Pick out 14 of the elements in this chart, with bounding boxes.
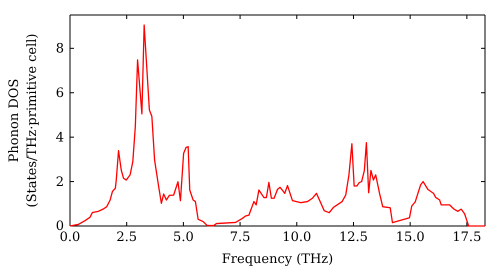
x-tick-label: 17.5 — [452, 230, 482, 246]
y-axis-title: Phonon DOS (States/THz·primitive cell) — [7, 33, 40, 208]
x-axis-title: Frequency (THz) — [222, 252, 334, 267]
x-tick-label: 5.0 — [173, 230, 194, 246]
x-tick-label: 15.0 — [396, 230, 425, 246]
y-tick-label: 6 — [56, 86, 64, 101]
x-tick-label: 12.5 — [338, 230, 368, 246]
y-tick-label: 4 — [56, 130, 64, 146]
x-tick-label: 2.5 — [116, 230, 138, 246]
y-tick-label: 2 — [56, 174, 64, 190]
x-tick-label: 0.0 — [60, 230, 80, 246]
y-tick-label: 8 — [56, 41, 64, 56]
x-tick-label: 10.0 — [282, 230, 312, 246]
x-tick-label: 7.5 — [230, 230, 250, 246]
